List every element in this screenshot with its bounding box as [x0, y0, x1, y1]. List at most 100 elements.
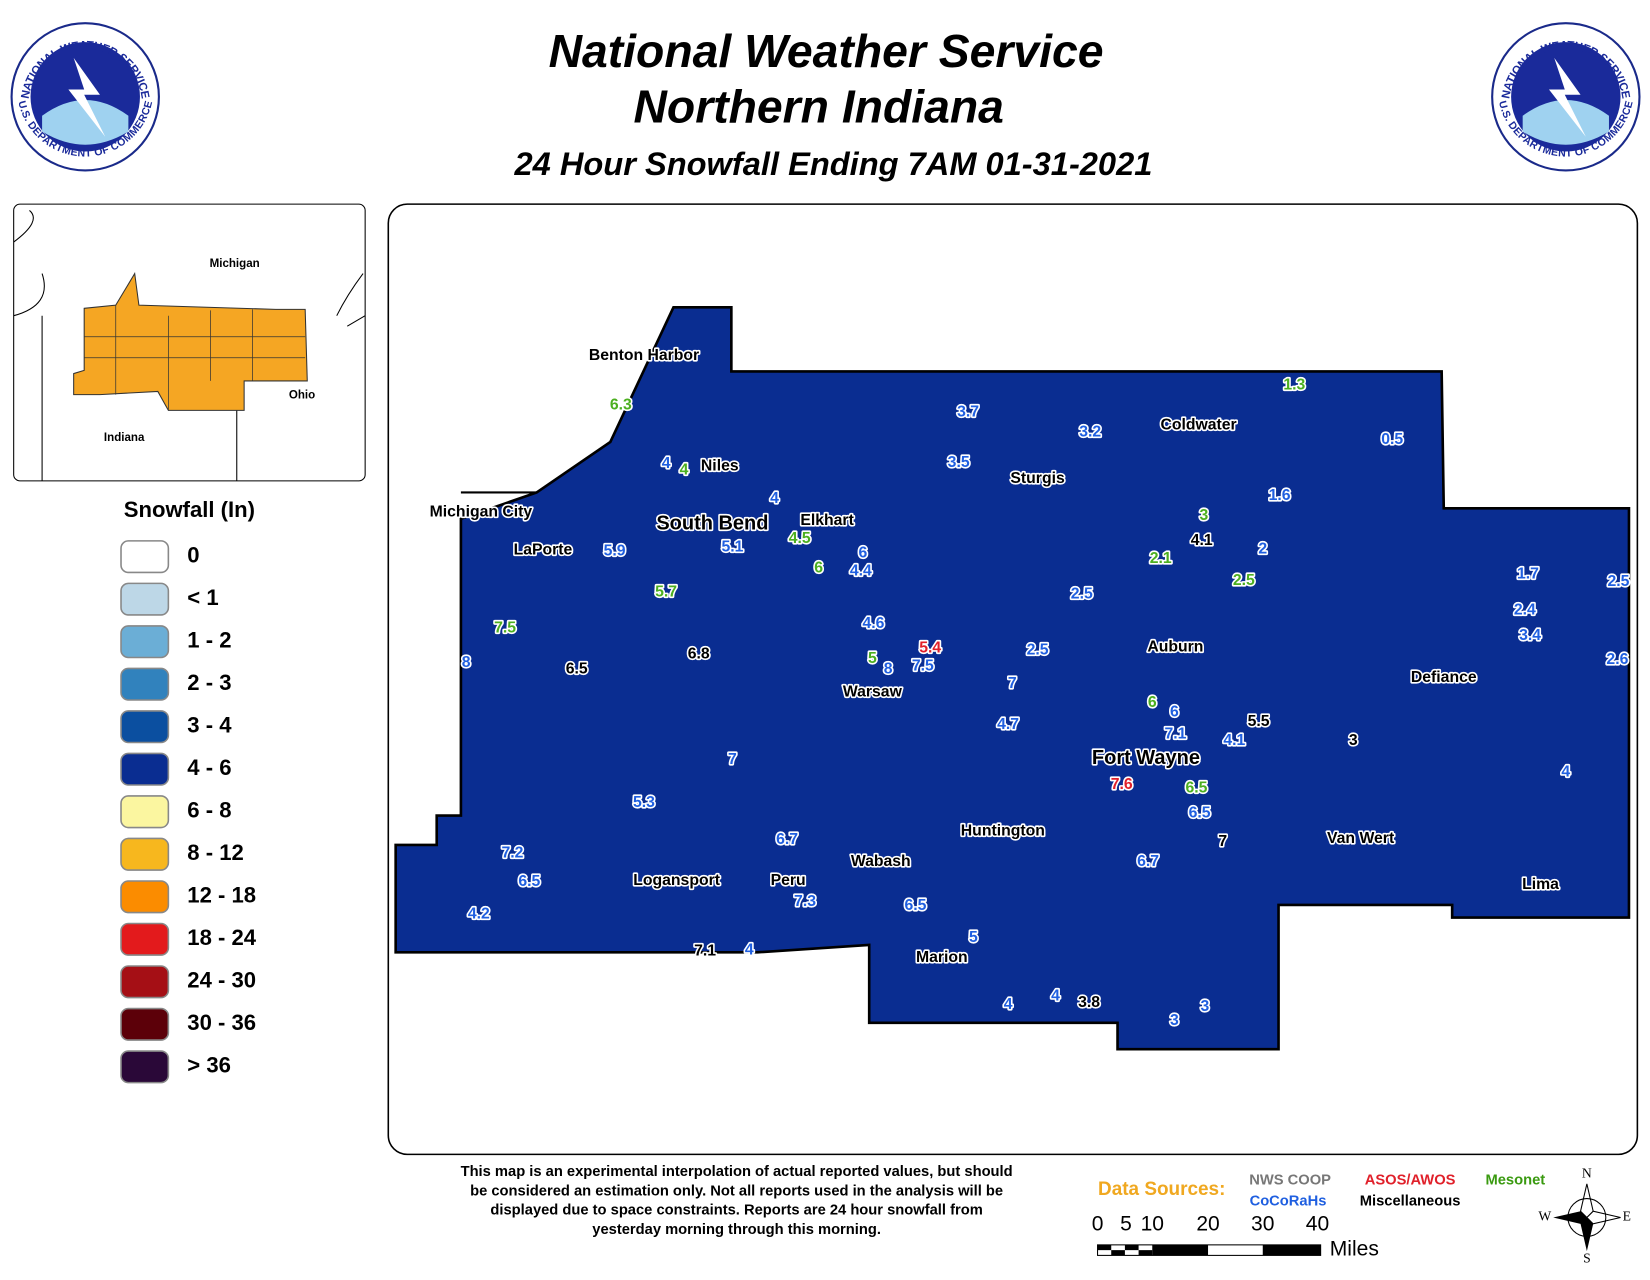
disclaimer-line: This map is an experimental interpolatio…	[461, 1164, 1013, 1180]
legend-swatch	[120, 837, 170, 871]
source-label: CoCoRaHs	[1250, 1194, 1327, 1210]
legend-swatch	[120, 922, 170, 956]
snow-report: 8	[884, 660, 893, 677]
city-label: Sturgis	[1010, 470, 1065, 487]
legend-label: > 36	[187, 1053, 231, 1078]
snow-report: 3.7	[957, 404, 979, 421]
snow-report: 8	[462, 654, 471, 671]
caption: 24 Hour Snowfall Ending 7AM 01-31-2021	[513, 145, 1152, 182]
snow-report: 2.6	[1606, 651, 1628, 668]
snow-report: 4	[745, 941, 754, 958]
scale-label: 0	[1092, 1212, 1104, 1235]
city-label: Logansport	[633, 872, 720, 889]
snow-report: 6	[814, 559, 823, 576]
snow-report: 7.1	[694, 942, 716, 959]
scale-bar	[1097, 1244, 1322, 1256]
legend-label: < 1	[187, 585, 218, 610]
snow-report: 1.7	[1517, 566, 1539, 583]
legend-label: 3 - 4	[187, 713, 232, 738]
snow-report: 2.5	[1027, 641, 1049, 658]
snow-report: 5.1	[721, 538, 743, 555]
snow-report: 5	[868, 650, 877, 667]
inset-region	[73, 272, 308, 411]
snow-report: 4.7	[997, 716, 1019, 733]
city-label: Peru	[771, 872, 806, 889]
source-label: Miscellaneous	[1360, 1194, 1461, 1210]
snow-report: 4	[1051, 988, 1060, 1005]
scale-label: 20	[1196, 1212, 1219, 1235]
legend-swatch	[120, 1050, 170, 1084]
snow-report: 2	[1258, 540, 1267, 557]
compass-label: E	[1623, 1209, 1631, 1224]
city-label: Marion	[916, 949, 968, 966]
city-label: Wabash	[851, 853, 911, 870]
snow-report: 5.3	[633, 794, 655, 811]
snow-report: 6	[1170, 704, 1179, 721]
inset-label: Indiana	[104, 432, 145, 444]
disclaimer-line: yesterday morning through this morning.	[592, 1222, 881, 1238]
snow-report: 4.1	[1191, 532, 1213, 549]
snow-report: 6.3	[610, 396, 632, 413]
scale-label: 30	[1251, 1212, 1274, 1235]
snow-report: 4	[662, 455, 671, 472]
snow-report: 3.2	[1079, 424, 1101, 441]
city-label: Michigan City	[430, 504, 533, 521]
snow-report: 2.1	[1150, 550, 1172, 567]
legend-swatch	[120, 965, 170, 999]
snow-report: 6.5	[566, 660, 588, 677]
compass-label: S	[1583, 1251, 1591, 1266]
snow-report: 7.2	[502, 845, 524, 862]
city-label: Defiance	[1411, 669, 1477, 686]
snow-report: 6.5	[518, 873, 540, 890]
snow-report: 3	[1349, 732, 1358, 749]
legend-swatch	[120, 752, 170, 786]
legend-swatch	[120, 625, 170, 659]
snow-report: 6.5	[1189, 805, 1211, 822]
snow-report: 3	[1200, 998, 1209, 1015]
snow-report: 4.1	[1223, 732, 1245, 749]
snow-report: 4	[680, 462, 689, 479]
disclaimer-line: be considered an estimation only. Not al…	[470, 1183, 1003, 1199]
snow-report: 6.7	[1137, 853, 1159, 870]
inset-borders	[13, 210, 366, 481]
content: National Weather Service Northern Indian…	[10, 22, 1641, 1266]
legend-label: 1 - 2	[187, 628, 231, 653]
snow-report: 0.5	[1381, 431, 1403, 448]
snow-report: 5	[969, 929, 978, 946]
map-labels: Benton Harbor Niles Michigan City LaPorte So…	[428, 345, 1631, 1030]
city-label: Benton Harbor	[589, 347, 699, 364]
compass-label: N	[1582, 1166, 1592, 1181]
city-label: Warsaw	[843, 684, 903, 701]
legend-swatch	[120, 710, 170, 744]
city-label: Huntington	[961, 822, 1045, 839]
snow-report: 2.4	[1514, 602, 1536, 619]
legend: 0 < 1 1 - 2 2 - 3 3 - 4 4 - 6 6 - 8 8 - 12 12 - …	[120, 540, 257, 1084]
footer: This map is an experimental interpolatio…	[461, 1164, 1631, 1266]
snow-report: 3.8	[1078, 994, 1100, 1011]
inset-label: Michigan	[210, 258, 260, 270]
snow-report: 7.3	[794, 893, 816, 910]
compass-label: W	[1538, 1209, 1551, 1224]
scale-label: 5	[1120, 1212, 1132, 1235]
legend-label: 8 - 12	[187, 840, 243, 865]
snow-report: 2.5	[1233, 572, 1255, 589]
snow-report: 7	[1218, 833, 1227, 850]
legend-label: 12 - 18	[187, 883, 256, 908]
snow-report: 5.9	[604, 543, 626, 560]
snow-report: 2.5	[1071, 586, 1093, 603]
city-label: Lima	[1522, 876, 1559, 893]
snow-report: 6	[1148, 694, 1157, 711]
snow-report: 4.6	[862, 615, 884, 632]
scale-label: 40	[1306, 1212, 1329, 1235]
legend-swatch	[120, 1007, 170, 1041]
snow-report: 6.8	[688, 646, 710, 663]
snow-report: 4	[1561, 764, 1570, 781]
snow-report: 5.5	[1248, 713, 1270, 730]
logo: NATIONAL WEATHER SERVICE U.S. DEPARTMENT…	[10, 22, 160, 172]
snow-report: 1.6	[1269, 487, 1291, 504]
subtitle: Northern Indiana	[633, 81, 1003, 133]
snow-report: 4	[770, 490, 779, 507]
legend-swatch	[120, 582, 170, 616]
snow-report: 5.4	[919, 639, 941, 656]
